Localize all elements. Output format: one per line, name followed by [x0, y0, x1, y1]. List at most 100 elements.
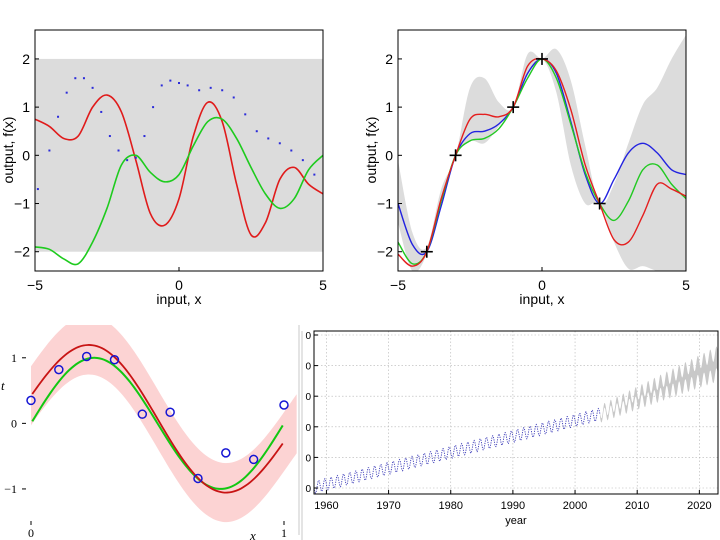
- mauna-xlabel: year: [505, 515, 527, 527]
- posterior-ytick-label: 0: [385, 147, 393, 163]
- prior-blue-point: [244, 113, 247, 116]
- prior-blue-point: [198, 89, 201, 92]
- prior-blue-point: [74, 77, 77, 80]
- prior-blue-point: [65, 91, 68, 94]
- regression-ylabel: t: [1, 378, 5, 393]
- mauna-ytick-label: 0: [305, 453, 311, 464]
- prior-ytick-label: 2: [22, 51, 30, 67]
- mauna-ytick-label: 0: [305, 392, 311, 403]
- prior-blue-point: [117, 149, 120, 152]
- regression-point: [26, 395, 36, 406]
- regression-point: [221, 448, 231, 458]
- prior-xtick-label: 0: [175, 277, 183, 293]
- mauna-xtick-label: 1960: [314, 500, 338, 512]
- mauna-xtick-label: 2010: [625, 500, 649, 512]
- mauna-ytick-label: 0: [305, 423, 311, 434]
- regression-green-line: [31, 356, 284, 490]
- prior-blue-point: [301, 159, 304, 162]
- prior-blue-point: [91, 86, 94, 89]
- mauna-observed-line: [314, 407, 601, 494]
- regression-point: [193, 473, 203, 484]
- regression-xtick-label: 1: [281, 526, 287, 540]
- regression-ticks: −1 0 1 0 1: [4, 351, 287, 540]
- regression-point: [81, 351, 92, 362]
- regression-point: [54, 364, 64, 375]
- mauna-grid: [314, 331, 718, 494]
- regression-points: [26, 351, 289, 484]
- prior-blue-point: [186, 84, 189, 87]
- mauna-forecast-band: [599, 346, 718, 423]
- regression-ytick-label: 1: [11, 351, 17, 365]
- prior-blue-point: [209, 86, 212, 89]
- prior-blue-point: [278, 142, 281, 145]
- prior-ytick-label: −2: [14, 244, 30, 260]
- prior-blue-point: [100, 110, 103, 113]
- prior-red-line: [35, 94, 323, 238]
- posterior-xtick-label: 0: [538, 277, 546, 293]
- prior-blue-point: [290, 149, 293, 152]
- regression-band: [31, 325, 297, 523]
- prior-xtick-label: 5: [319, 277, 327, 293]
- prior-blue-point: [313, 173, 316, 176]
- prior-ticks: −5 0 5 −2 −1 0 1 2: [14, 51, 327, 293]
- prior-xlabel: input, x: [156, 291, 201, 307]
- posterior-observation-marker: [420, 245, 433, 258]
- prior-blue-point: [221, 89, 224, 92]
- regression-point: [279, 400, 289, 410]
- prior-ytick-label: −1: [14, 196, 30, 212]
- posterior-observation-marker: [593, 197, 606, 210]
- posterior-ytick-label: −2: [377, 244, 393, 260]
- mauna-xtick-label: 1990: [501, 500, 525, 512]
- posterior-observation-marker: [507, 101, 520, 114]
- mauna-ytick-label: 0: [305, 362, 311, 373]
- posterior-xtick-label: −5: [390, 277, 406, 293]
- panel-regression: −1 0 1 0 1 t x: [1, 325, 300, 540]
- mauna-plot-frame: [313, 330, 719, 495]
- regression-xtick-label: 0: [28, 526, 34, 540]
- regression-xlabel: x: [249, 528, 256, 540]
- prior-band: [35, 58, 323, 252]
- prior-blue-point: [143, 135, 146, 138]
- posterior-observation-markers: [420, 52, 606, 258]
- prior-ytick-label: 0: [22, 147, 30, 163]
- posterior-observation-marker: [449, 149, 462, 162]
- posterior-xtick-label: 5: [682, 277, 690, 293]
- posterior-xlabel: input, x: [519, 291, 564, 307]
- panel-posterior: −5 0 5 −2 −1 0 1 2 input, x output, f(x): [363, 29, 690, 307]
- prior-blue-dots: [36, 77, 316, 191]
- regression-red-line: [31, 344, 284, 494]
- posterior-ytick-label: 1: [385, 99, 393, 115]
- mauna-ytick-label: 0: [305, 331, 311, 342]
- regression-point: [248, 454, 259, 465]
- regression-point: [109, 355, 120, 365]
- prior-blue-point: [82, 77, 85, 80]
- regression-point: [137, 409, 148, 419]
- prior-green-line: [35, 116, 323, 266]
- posterior-ytick-label: 2: [385, 51, 393, 67]
- mauna-xtick-label: 2020: [687, 500, 711, 512]
- posterior-ylabel: output, f(x): [363, 117, 379, 184]
- prior-blue-point: [267, 137, 270, 140]
- prior-blue-point: [232, 96, 235, 99]
- panel-prior: −5 0 5 −2 −1 0 1 2 input, x output, f(x): [0, 29, 327, 307]
- prior-blue-point: [160, 84, 163, 87]
- prior-blue-point: [255, 130, 258, 133]
- prior-ytick-label: 1: [22, 99, 30, 115]
- mauna-xtick-label: 1970: [376, 500, 400, 512]
- prior-blue-point: [152, 106, 155, 109]
- prior-blue-point: [36, 188, 39, 191]
- regression-ytick-label: 0: [11, 416, 17, 430]
- posterior-ytick-label: −1: [377, 196, 393, 212]
- prior-blue-point: [126, 159, 129, 162]
- mauna-ytick-label: 0: [305, 484, 311, 495]
- prior-ylabel: output, f(x): [0, 117, 16, 184]
- regression-ytick-label: −1: [4, 482, 17, 496]
- prior-blue-point: [48, 149, 51, 152]
- prior-blue-point: [169, 79, 172, 82]
- prior-blue-point: [108, 135, 111, 138]
- panel-mauna-loa: 1960 1970 1980 1990 2000 2010 2020 0 0 0 0 0 0 year: [301, 330, 719, 540]
- posterior-observation-marker: [536, 52, 548, 65]
- regression-point: [165, 407, 175, 417]
- mauna-xtick-label: 1980: [438, 500, 462, 512]
